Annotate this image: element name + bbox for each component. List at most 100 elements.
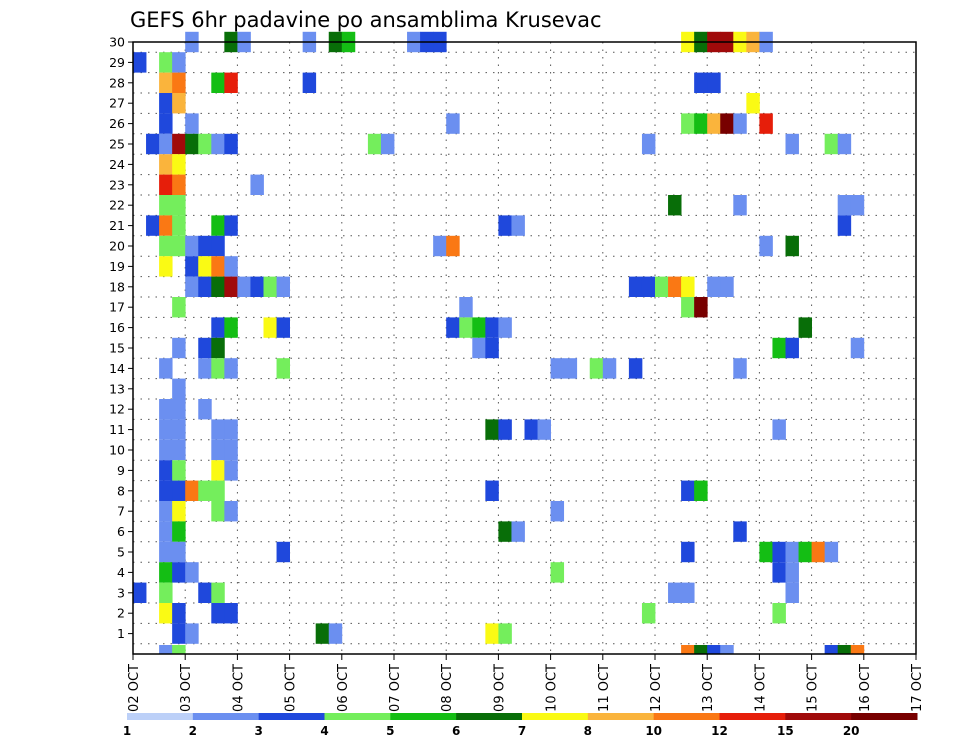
precip-cell <box>511 215 525 236</box>
precip-cell <box>824 645 839 654</box>
precip-cell <box>772 562 786 583</box>
legend-swatch <box>390 713 457 720</box>
x-tick-label: 15 OCT <box>806 664 821 712</box>
precip-cell <box>276 541 290 563</box>
y-tick-label: 19 <box>109 259 125 274</box>
x-tick-label: 11 OCT <box>597 664 612 712</box>
precip-cell <box>224 439 238 461</box>
precip-cell <box>185 623 199 644</box>
precip-cell <box>159 541 173 563</box>
precip-cell <box>785 235 799 257</box>
precip-cell <box>224 72 238 93</box>
x-tick-label: 17 OCT <box>910 664 925 712</box>
precip-cell <box>133 582 147 603</box>
precip-cell <box>159 562 173 583</box>
precip-cell <box>159 460 173 481</box>
precip-cell <box>459 297 473 318</box>
precip-cell <box>172 93 186 114</box>
precip-cell <box>250 174 264 195</box>
precip-cell <box>159 645 173 654</box>
legend-label: 20 <box>843 724 860 738</box>
precip-cell <box>159 358 173 379</box>
precip-cell <box>185 235 199 257</box>
precip-cell <box>694 645 708 654</box>
precip-cell <box>211 256 225 277</box>
legend-label: 7 <box>518 724 526 738</box>
y-tick-label: 22 <box>109 198 125 213</box>
precip-cell <box>446 317 460 338</box>
precip-cell <box>785 562 799 583</box>
precip-cell <box>837 195 852 216</box>
legend-swatch <box>456 713 523 720</box>
precip-cell <box>172 235 186 257</box>
precip-cell <box>172 52 186 73</box>
precip-cell <box>850 195 865 216</box>
precip-cell <box>172 154 186 175</box>
precip-cell <box>772 337 786 359</box>
y-tick-label: 18 <box>109 279 125 294</box>
precip-cell <box>172 195 186 216</box>
precip-cell <box>172 623 186 644</box>
precip-cell <box>276 317 290 338</box>
legend-swatch <box>258 713 325 720</box>
precip-cell <box>237 276 251 297</box>
precip-cell <box>628 276 643 297</box>
y-tick-label: 15 <box>109 341 125 356</box>
y-tick-label: 11 <box>109 422 125 437</box>
legend-swatch <box>324 713 391 720</box>
precip-cell <box>224 317 238 338</box>
legend-label: 10 <box>645 724 662 738</box>
precip-cell <box>224 358 238 379</box>
precip-cell <box>172 399 186 420</box>
precip-cell <box>159 256 173 277</box>
y-axis-ticks: 1234567891011121314151617181920212223242… <box>109 35 133 641</box>
precip-cell <box>733 113 747 134</box>
legend-label: 4 <box>320 724 328 738</box>
y-tick-label: 14 <box>109 361 125 376</box>
precip-cell <box>224 215 238 236</box>
precip-cell <box>524 419 538 440</box>
legend-swatch <box>587 713 655 720</box>
precip-cell <box>146 133 160 155</box>
x-tick-label: 07 OCT <box>388 664 403 712</box>
legend-swatch <box>192 713 260 720</box>
precip-cell <box>172 645 186 654</box>
precip-cell <box>172 174 186 195</box>
precip-cell <box>172 297 186 318</box>
precip-cell <box>198 133 212 155</box>
legend-swatch <box>522 713 589 720</box>
precip-cell <box>302 72 317 93</box>
precip-cell <box>172 521 186 542</box>
precip-cell <box>498 215 512 236</box>
precip-cell <box>172 603 186 624</box>
precip-cell <box>694 297 708 318</box>
precip-cell <box>446 113 460 134</box>
precip-cell <box>824 541 839 563</box>
precip-cell <box>850 337 865 359</box>
precip-cell <box>837 133 852 155</box>
precip-cell <box>498 521 512 542</box>
precip-cell <box>681 541 695 563</box>
precip-cell <box>172 501 186 522</box>
precip-cell <box>720 113 734 134</box>
legend-label: 2 <box>189 724 197 738</box>
precip-cell <box>681 645 695 654</box>
data-cells <box>133 31 865 654</box>
precip-cell <box>159 480 173 501</box>
precip-cell <box>172 378 186 399</box>
precip-cell <box>537 419 551 440</box>
precip-cell <box>159 501 173 522</box>
x-tick-label: 12 OCT <box>649 664 664 712</box>
precip-cell <box>785 582 799 603</box>
precip-cell <box>472 337 486 359</box>
precip-cell <box>198 235 212 257</box>
y-tick-label: 9 <box>117 463 125 478</box>
precip-cell <box>224 460 238 481</box>
precip-cell <box>811 541 826 563</box>
precip-cell <box>563 358 578 379</box>
legend-label: 8 <box>584 724 592 738</box>
precip-cell <box>198 256 212 277</box>
precip-cell <box>276 276 290 297</box>
precip-cell <box>133 52 147 73</box>
precip-cell <box>655 276 669 297</box>
